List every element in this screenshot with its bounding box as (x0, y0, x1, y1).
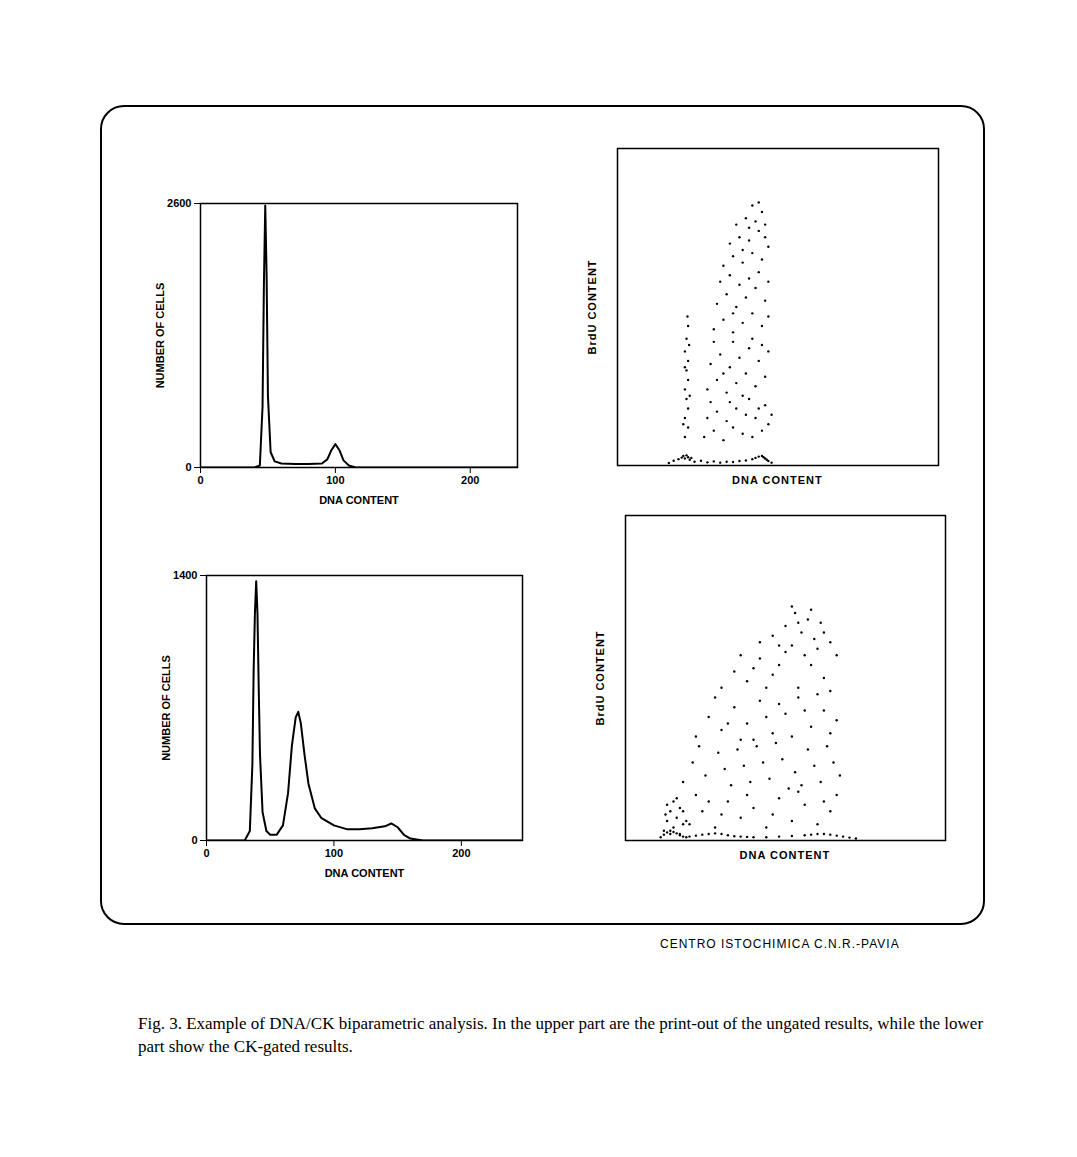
svg-text:DNA CONTENT: DNA CONTENT (319, 494, 399, 506)
svg-text:0: 0 (191, 834, 197, 846)
svg-text:0: 0 (185, 461, 191, 473)
svg-text:100: 100 (325, 847, 343, 859)
html-text:DNA CONTENT: DNA CONTENT (739, 849, 831, 861)
html-text:BrdU CONTENT: BrdU CONTENT (585, 258, 598, 355)
svg-text:0: 0 (197, 474, 203, 486)
html-text:Fig. 3. Example of DNA/CK bipa: Fig. 3. Example of DNA/CK biparametric a… (138, 1014, 983, 1056)
svg-text:100: 100 (326, 474, 344, 486)
svg-text:NUMBER OF CELLS: NUMBER OF CELLS (160, 655, 172, 761)
svg-text:200: 200 (461, 474, 479, 486)
svg-text:1400: 1400 (173, 569, 197, 581)
svg-text:DNA CONTENT: DNA CONTENT (325, 867, 405, 879)
html-text:CENTRO ISTOCHIMICA C.N.R.-PAVI: CENTRO ISTOCHIMICA C.N.R.-PAVIA (660, 937, 900, 951)
html-text:BrdU CONTENT: BrdU CONTENT (593, 629, 606, 726)
svg-text:200: 200 (452, 847, 470, 859)
html-text:DNA CONTENT: DNA CONTENT (732, 474, 823, 486)
svg-text:0: 0 (203, 847, 209, 859)
svg-text:NUMBER OF CELLS: NUMBER OF CELLS (154, 283, 166, 389)
svg-text:2600: 2600 (167, 197, 191, 209)
